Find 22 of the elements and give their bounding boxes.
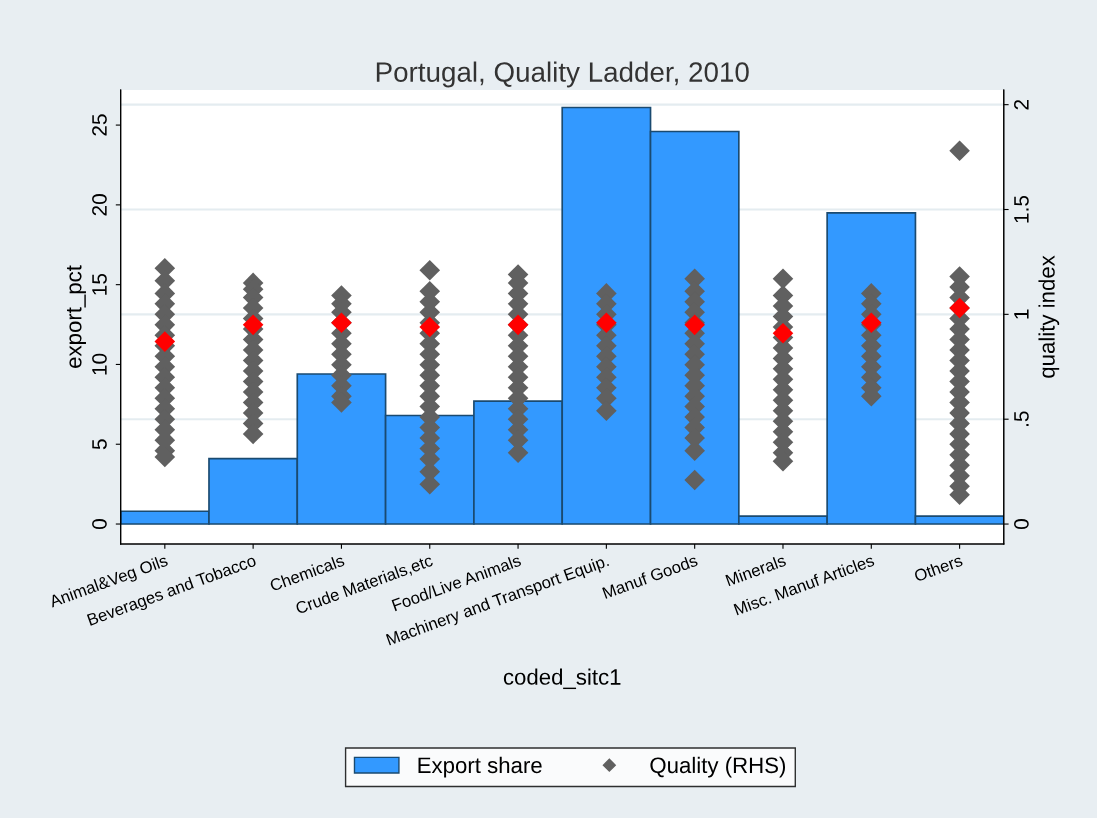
legend-label: Quality (RHS) [650,756,786,778]
y-tick-label: 25 [92,114,107,136]
point [242,314,264,336]
y-tick-label: 20 [92,194,107,216]
y2-tick-label: 2 [1014,99,1029,110]
y2-axis-title: quality index [1038,255,1060,378]
y-tick-label: 5 [92,439,107,450]
y-axis-title: export_pct [66,265,86,368]
x-tick-label: Others [913,553,964,583]
y2-tick-label: .5 [1014,411,1029,426]
point [419,316,441,338]
y-tick-label: 10 [92,353,107,375]
point [772,322,794,344]
y-tick-label: 15 [92,273,107,295]
chart-title: Portugal, Quality Ladder, 2010 [376,61,749,88]
y-tick-label: 0 [92,519,107,529]
y2-tick-label: 1 [1014,309,1029,319]
x-axis-title: coded_sitc1 [503,668,621,690]
point [154,331,176,352]
y2-tick-label: 0 [1014,519,1029,530]
y2-tick-label: 1.5 [1014,195,1029,223]
legend-label: Export share [418,756,542,778]
